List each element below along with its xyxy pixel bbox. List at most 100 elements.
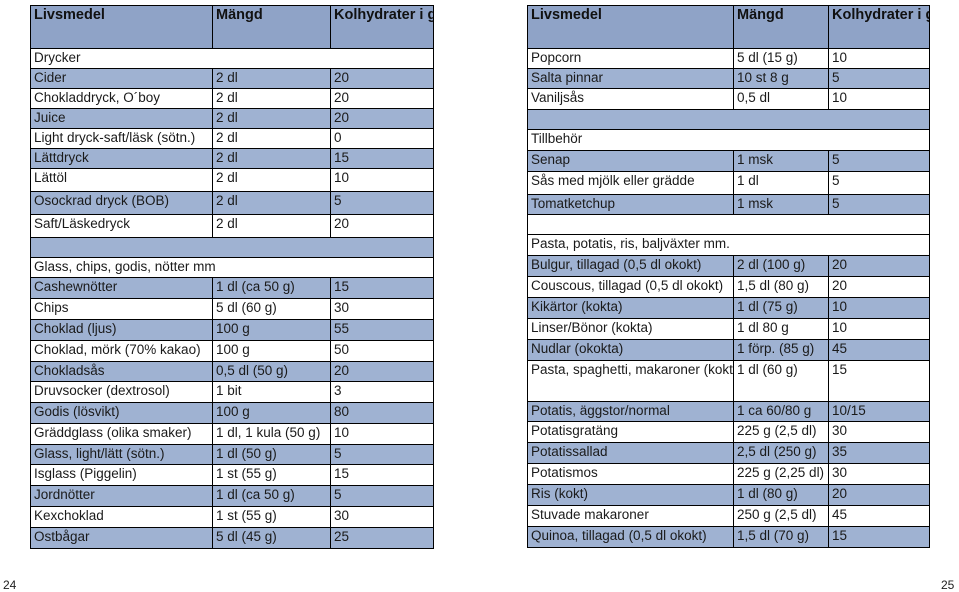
table-row: Jordnötter 1 dl (ca 50 g) 5 — [30, 485, 434, 507]
amount-cell: 2 dl — [212, 88, 331, 109]
carbs-cell: 30 — [330, 298, 434, 320]
food-name-cell: Kikärtor (kokta) — [527, 297, 734, 319]
amount-cell: 1 msk — [733, 194, 829, 215]
carbs-cell: 35 — [828, 442, 930, 464]
table-row: Chokladsås 0,5 dl (50 g) 20 — [30, 361, 434, 382]
food-name-cell: Quinoa, tillagad (0,5 dl okokt) — [527, 526, 734, 548]
food-name-cell: Ris (kokt) — [527, 484, 734, 506]
amount-cell: 100 g — [212, 402, 331, 424]
food-name-cell: Choklad (ljus) — [30, 319, 213, 341]
blank-cell — [30, 237, 434, 258]
amount-cell: 0,5 dl (50 g) — [212, 361, 331, 382]
food-name-cell: Stuvade makaroner — [527, 505, 734, 527]
carbs-cell: 0 — [330, 128, 434, 149]
section-heading-row: Drycker — [30, 48, 434, 69]
carbs-cell: 10/15 — [828, 401, 930, 422]
food-name-cell: Chokladsås — [30, 361, 213, 382]
carbs-cell: 20 — [330, 68, 434, 89]
food-name-cell: Vaniljsås — [527, 88, 734, 110]
amount-cell: 10 st 8 g — [733, 68, 829, 89]
food-name-cell: Osockrad dryck (BOB) — [30, 191, 213, 215]
table-row: Ostbågar 5 dl (45 g) 25 — [30, 527, 434, 549]
carbs-cell: 45 — [828, 505, 930, 527]
table-row: Kexchoklad 1 st (55 g) 30 — [30, 506, 434, 528]
amount-cell: 1,5 dl (80 g) — [733, 276, 829, 298]
table-header-row: Livsmedel Mängd Kolhydrater i gram — [30, 5, 434, 49]
food-name-cell: Lättöl — [30, 168, 213, 192]
amount-cell: 1 dl (50 g) — [212, 444, 331, 465]
page-number-left: 24 — [3, 578, 17, 592]
food-name-cell: Linser/Bönor (kokta) — [527, 318, 734, 340]
table-row: Bulgur, tillagad (0,5 dl okokt) 2 dl (100… — [527, 255, 930, 277]
food-name-cell: Popcorn — [527, 48, 734, 69]
carbs-cell: 15 — [330, 277, 434, 299]
table-row: Pasta, spaghetti, makaroner (kokta) 1 dl … — [527, 360, 930, 402]
carbs-cell: 5 — [828, 150, 930, 172]
amount-cell: 1 dl (ca 50 g) — [212, 485, 331, 507]
table-row: Kikärtor (kokta) 1 dl (75 g) 10 — [527, 297, 930, 319]
food-name-cell: Juice — [30, 108, 213, 129]
amount-cell: 5 dl (60 g) — [212, 298, 331, 320]
food-name-cell: Sås med mjölk eller grädde — [527, 171, 734, 195]
table-row: Potatisgratäng 225 g (2,5 dl) 30 — [527, 421, 930, 443]
amount-cell: 1 bit — [212, 381, 331, 403]
amount-cell: 1 st (55 g) — [212, 506, 331, 528]
table-row: Choklad, mörk (70% kakao) 100 g 50 — [30, 340, 434, 362]
header-carbs: Kolhydrater i gram — [828, 5, 930, 49]
section-heading-row: Pasta, potatis, ris, baljväxter mm. — [527, 234, 930, 256]
table-row: Linser/Bönor (kokta) 1 dl 80 g 10 — [527, 318, 930, 340]
carbs-cell: 25 — [330, 527, 434, 549]
amount-cell: 2,5 dl (250 g) — [733, 442, 829, 464]
carbs-cell: 55 — [330, 319, 434, 341]
carbs-cell: 30 — [828, 463, 930, 485]
carbs-cell: 20 — [330, 214, 434, 238]
table-row: Stuvade makaroner 250 g (2,5 dl) 45 — [527, 505, 930, 527]
section-heading: Tillbehör — [527, 129, 930, 151]
carbs-cell: 5 — [828, 194, 930, 215]
section-heading-row: Glass, chips, godis, nötter mm — [30, 257, 434, 278]
amount-cell: 0,5 dl — [733, 88, 829, 110]
amount-cell: 1 msk — [733, 150, 829, 172]
amount-cell: 1 dl — [733, 171, 829, 195]
section-heading: Pasta, potatis, ris, baljväxter mm. — [527, 234, 930, 256]
table-row: Light dryck-saft/läsk (sötn.) 2 dl 0 — [30, 128, 434, 149]
amount-cell: 2 dl — [212, 191, 331, 215]
right-carb-table: Livsmedel Mängd Kolhydrater i gram Popco… — [527, 5, 930, 548]
table-row: Quinoa, tillagad (0,5 dl okokt) 1,5 dl (7… — [527, 526, 930, 548]
table-row: Popcorn 5 dl (15 g) 10 — [527, 48, 930, 69]
table-row: Chokladdryck, O´boy 2 dl 20 — [30, 88, 434, 109]
header-food: Livsmedel — [527, 5, 734, 49]
table-row: Lättdryck 2 dl 15 — [30, 148, 434, 169]
header-carbs: Kolhydrater i gram — [330, 5, 434, 49]
food-name-cell: Tomatketchup — [527, 194, 734, 215]
carbs-cell: 50 — [330, 340, 434, 362]
header-amount: Mängd — [733, 5, 829, 49]
table-row: Potatismos 225 g (2,25 dl) 30 — [527, 463, 930, 485]
amount-cell: 5 dl (45 g) — [212, 527, 331, 549]
carbs-cell: 20 — [330, 88, 434, 109]
amount-cell: 2 dl — [212, 168, 331, 192]
right-table-body: Popcorn 5 dl (15 g) 10 Salta pinnar 10 st 8 … — [527, 48, 930, 548]
amount-cell: 1 st (55 g) — [212, 464, 331, 486]
food-name-cell: Isglass (Piggelin) — [30, 464, 213, 486]
amount-cell: 100 g — [212, 319, 331, 341]
carbs-cell: 15 — [828, 526, 930, 548]
table-row: Druvsocker (dextrosol) 1 bit 3 — [30, 381, 434, 403]
amount-cell: 1 dl (60 g) — [733, 360, 829, 402]
food-name-cell: Lättdryck — [30, 148, 213, 169]
food-name-cell: Couscous, tillagad (0,5 dl okokt) — [527, 276, 734, 298]
food-name-cell: Saft/Läskedryck — [30, 214, 213, 238]
amount-cell: 2 dl — [212, 214, 331, 238]
amount-cell: 2 dl — [212, 108, 331, 129]
carbs-cell: 15 — [330, 148, 434, 169]
food-name-cell: Chokladdryck, O´boy — [30, 88, 213, 109]
table-row: Ris (kokt) 1 dl (80 g) 20 — [527, 484, 930, 506]
page-number-right: 25 — [941, 578, 955, 592]
table-row: Sås med mjölk eller grädde 1 dl 5 — [527, 171, 930, 195]
table-row: Vaniljsås 0,5 dl 10 — [527, 88, 930, 110]
table-row: Glass, light/lätt (sötn.) 1 dl (50 g) 5 — [30, 444, 434, 465]
carbs-cell: 5 — [330, 444, 434, 465]
amount-cell: 2 dl — [212, 68, 331, 89]
food-name-cell: Kexchoklad — [30, 506, 213, 528]
